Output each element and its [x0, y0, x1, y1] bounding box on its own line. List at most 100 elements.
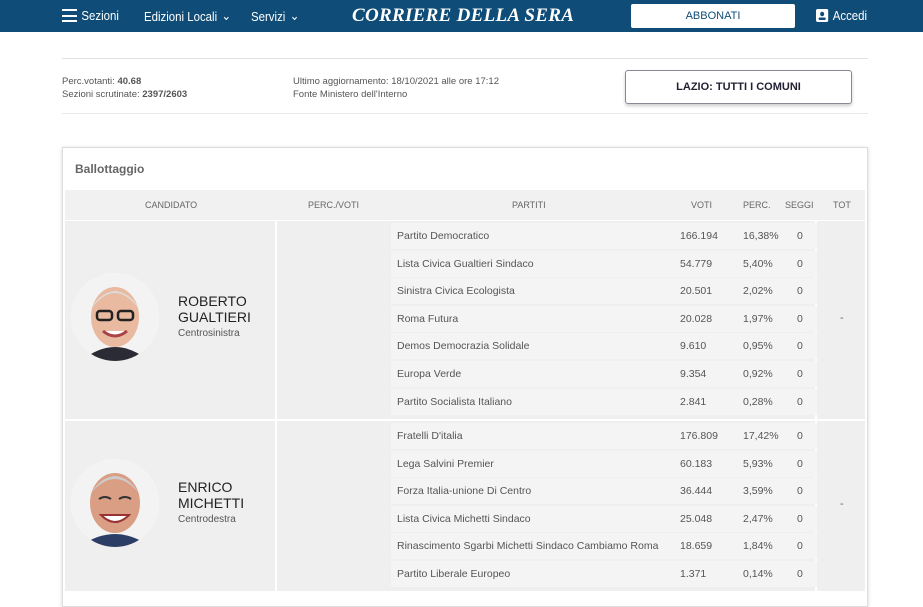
- party-name: Partito Socialista Italiano: [397, 395, 512, 408]
- party-percentage: 0,28%: [743, 395, 773, 408]
- accedi-button[interactable]: Accedi: [816, 8, 867, 23]
- edizioni-label: Edizioni Locali: [144, 8, 218, 24]
- party-name: Partito Democratico: [397, 230, 490, 242]
- candidate-last-name: GUALTIERI: [178, 309, 251, 325]
- lazio-tutti-comuni-button[interactable]: LAZIO: TUTTI I COMUNI: [625, 70, 852, 104]
- party-seats: 0: [797, 395, 803, 408]
- edizioni-locali-menu[interactable]: Edizioni Locali ⌄: [144, 8, 231, 24]
- party-percentage: 2,02%: [743, 285, 773, 298]
- party-percentage: 0,92%: [743, 368, 773, 380]
- info-bar: Perc.votanti: 40.68 Sezioni scrutinate: …: [62, 58, 868, 104]
- hamburger-icon: [62, 9, 77, 22]
- candidate-tot: -: [840, 498, 844, 510]
- sezioni-scrutinate: Sezioni scrutinate: 2397/2603: [62, 88, 187, 101]
- party-row: Rinascimento Sgarbi Michetti Sindaco Cam…: [391, 533, 817, 560]
- party-percentage: 1,97%: [743, 312, 773, 325]
- party-row: Europa Verde 9.354 0,92% 0: [391, 361, 817, 387]
- candidate-last-name: MICHETTI: [178, 495, 245, 511]
- party-seats: 0: [797, 230, 803, 242]
- party-seats: 0: [797, 568, 803, 580]
- divider: [62, 113, 868, 114]
- party-name: Demos Democrazia Solidale: [397, 340, 530, 353]
- perc-votanti: Perc.votanti: 40.68: [62, 75, 187, 88]
- party-row: Lega Salvini Premier 60.183 5,93% 0: [391, 450, 817, 477]
- party-seats: 0: [797, 512, 803, 525]
- servizi-menu[interactable]: Servizi ⌄: [251, 8, 299, 24]
- party-row: Partito Liberale Europeo 1.371 0,14% 0: [391, 561, 817, 587]
- candidate-photo: [71, 273, 159, 361]
- party-name: Fratelli D'italia: [397, 430, 463, 442]
- party-name: Rinascimento Sgarbi Michetti Sindaco Cam…: [397, 540, 659, 553]
- party-votes: 54.779: [680, 257, 713, 270]
- servizi-label: Servizi: [251, 8, 286, 24]
- col-partiti: PARTITI: [512, 200, 546, 210]
- party-row: Roma Futura 20.028 1,97% 0: [391, 305, 817, 332]
- candidate-tot: -: [840, 312, 844, 324]
- sezioni-menu[interactable]: Sezioni: [62, 8, 119, 23]
- sezioni-label: Sezioni scrutinate:: [62, 89, 143, 100]
- candidate-coalition: Centrosinistra: [178, 328, 240, 339]
- party-name: Lista Civica Gualtieri Sindaco: [397, 257, 534, 270]
- col-perc-voti: PERC./VOTI: [308, 200, 360, 210]
- party-name: Forza Italia-unione Di Centro: [397, 485, 532, 498]
- party-percentage: 3,59%: [743, 485, 773, 498]
- party-percentage: 0,95%: [743, 340, 773, 353]
- perc-votanti-value: 40.68: [117, 76, 142, 87]
- party-votes: 60.183: [680, 457, 713, 470]
- candidate-coalition: Centrodestra: [178, 514, 236, 525]
- party-votes: 18.659: [680, 540, 713, 553]
- candidate-first-name: ROBERTO: [178, 293, 247, 309]
- candidate-name: ROBERTO GUALTIERI: [178, 293, 251, 325]
- party-percentage: 5,93%: [743, 457, 773, 470]
- last-update: Ultimo aggiornamento: 18/10/2021 alle or…: [293, 76, 499, 87]
- card-title: Ballottaggio: [75, 162, 145, 176]
- col-tot: TOT: [833, 200, 851, 210]
- col-perc: PERC.: [743, 200, 771, 210]
- party-seats: 0: [797, 430, 803, 442]
- perc-votanti-label: Perc.votanti:: [62, 76, 118, 87]
- table-header: CANDIDATO PERC./VOTI PARTITI VOTI PERC. …: [65, 190, 865, 220]
- party-name: Sinistra Civica Ecologista: [397, 285, 515, 298]
- accedi-label: Accedi: [832, 8, 868, 23]
- candidate-photo: [71, 459, 159, 547]
- party-row: Lista Civica Gualtieri Sindaco 54.779 5,…: [391, 250, 817, 277]
- logo[interactable]: CORRIERE DELLA SERA: [352, 5, 575, 26]
- party-votes: 20.028: [680, 312, 713, 325]
- ballottaggio-card: Ballottaggio CANDIDATO PERC./VOTI PARTIT…: [62, 147, 868, 607]
- party-percentage: 0,14%: [743, 568, 773, 580]
- abbonati-button[interactable]: ABBONATI: [631, 4, 795, 28]
- party-seats: 0: [797, 340, 803, 353]
- party-votes: 1.371: [680, 568, 707, 580]
- col-candidato: CANDIDATO: [145, 200, 198, 210]
- party-seats: 0: [797, 312, 803, 325]
- party-seats: 0: [797, 285, 803, 298]
- party-row: Forza Italia-unione Di Centro 36.444 3,5…: [391, 478, 817, 505]
- party-row: Demos Democrazia Solidale 9.610 0,95% 0: [391, 333, 817, 360]
- chevron-down-icon: ⌄: [221, 8, 232, 23]
- party-seats: 0: [797, 485, 803, 498]
- sezioni-label: Sezioni: [81, 8, 119, 23]
- party-votes: 2.841: [680, 395, 707, 408]
- party-votes: 9.354: [680, 368, 707, 380]
- user-icon: [816, 9, 829, 22]
- source: Fonte Ministero dell'Interno: [293, 89, 408, 100]
- party-row: Lista Civica Michetti Sindaco 25.048 2,4…: [391, 505, 817, 532]
- party-votes: 20.501: [680, 285, 713, 298]
- party-row: Partito Socialista Italiano 2.841 0,28% …: [391, 388, 817, 415]
- candidate-name: ENRICO MICHETTI: [178, 479, 244, 511]
- party-votes: 166.194: [680, 230, 718, 242]
- party-votes: 36.444: [680, 485, 713, 498]
- party-seats: 0: [797, 257, 803, 270]
- party-row: Fratelli D'italia 176.809 17,42% 0: [391, 423, 817, 449]
- party-name: Roma Futura: [397, 312, 459, 325]
- party-percentage: 2,47%: [743, 512, 773, 525]
- col-voti: VOTI: [691, 200, 713, 210]
- party-seats: 0: [797, 540, 803, 553]
- party-seats: 0: [797, 457, 803, 470]
- party-percentage: 16,38%: [743, 230, 779, 242]
- party-percentage: 5,40%: [743, 257, 773, 270]
